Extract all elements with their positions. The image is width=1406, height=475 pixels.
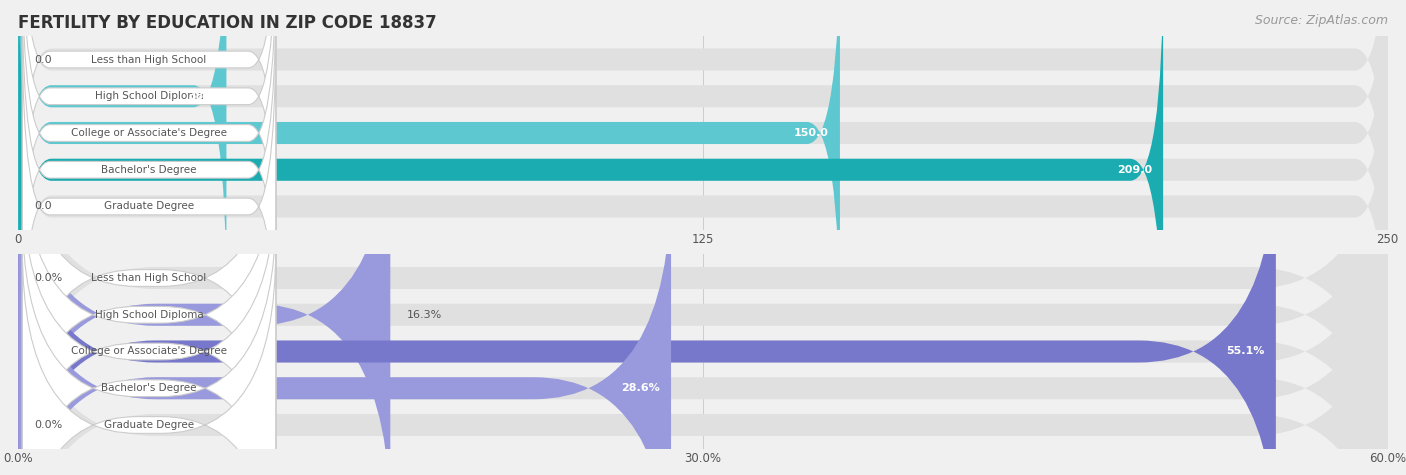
Text: 28.6%: 28.6%	[621, 383, 659, 393]
Text: 0.0: 0.0	[35, 55, 52, 65]
Text: 55.1%: 55.1%	[1226, 346, 1265, 357]
Text: High School Diploma: High School Diploma	[94, 310, 204, 320]
FancyBboxPatch shape	[18, 142, 1388, 475]
Text: Less than High School: Less than High School	[91, 55, 207, 65]
FancyBboxPatch shape	[22, 0, 276, 235]
Text: Bachelor's Degree: Bachelor's Degree	[101, 383, 197, 393]
FancyBboxPatch shape	[22, 213, 276, 475]
Text: 0.0: 0.0	[35, 201, 52, 211]
Text: College or Associate's Degree: College or Associate's Degree	[72, 128, 226, 138]
FancyBboxPatch shape	[22, 103, 276, 453]
Text: Bachelor's Degree: Bachelor's Degree	[101, 165, 197, 175]
FancyBboxPatch shape	[18, 0, 839, 342]
FancyBboxPatch shape	[22, 250, 276, 475]
FancyBboxPatch shape	[22, 31, 276, 382]
Text: 16.3%: 16.3%	[406, 310, 441, 320]
FancyBboxPatch shape	[18, 0, 1388, 416]
FancyBboxPatch shape	[18, 105, 391, 475]
FancyBboxPatch shape	[22, 0, 276, 345]
Text: Source: ZipAtlas.com: Source: ZipAtlas.com	[1254, 14, 1388, 27]
Text: 0.0%: 0.0%	[35, 420, 63, 430]
FancyBboxPatch shape	[18, 105, 1388, 475]
Text: High School Diploma: High School Diploma	[94, 91, 204, 101]
FancyBboxPatch shape	[18, 0, 1388, 342]
Text: College or Associate's Degree: College or Associate's Degree	[72, 346, 226, 357]
Text: Graduate Degree: Graduate Degree	[104, 420, 194, 430]
FancyBboxPatch shape	[18, 179, 671, 475]
Text: 150.0: 150.0	[794, 128, 830, 138]
FancyBboxPatch shape	[18, 179, 1388, 475]
Text: FERTILITY BY EDUCATION IN ZIP CODE 18837: FERTILITY BY EDUCATION IN ZIP CODE 18837	[18, 14, 437, 32]
FancyBboxPatch shape	[18, 0, 1388, 269]
Text: Less than High School: Less than High School	[91, 273, 207, 283]
FancyBboxPatch shape	[22, 139, 276, 475]
Text: 38.0: 38.0	[188, 91, 215, 101]
FancyBboxPatch shape	[22, 0, 276, 272]
FancyBboxPatch shape	[22, 0, 276, 308]
FancyBboxPatch shape	[18, 0, 1388, 379]
Text: Graduate Degree: Graduate Degree	[104, 201, 194, 211]
FancyBboxPatch shape	[18, 0, 1388, 306]
FancyBboxPatch shape	[22, 176, 276, 475]
FancyBboxPatch shape	[18, 0, 226, 306]
FancyBboxPatch shape	[18, 142, 1275, 475]
FancyBboxPatch shape	[18, 68, 1388, 475]
Text: 209.0: 209.0	[1116, 165, 1152, 175]
FancyBboxPatch shape	[18, 216, 1388, 475]
FancyBboxPatch shape	[18, 0, 1163, 379]
Text: 0.0%: 0.0%	[35, 273, 63, 283]
